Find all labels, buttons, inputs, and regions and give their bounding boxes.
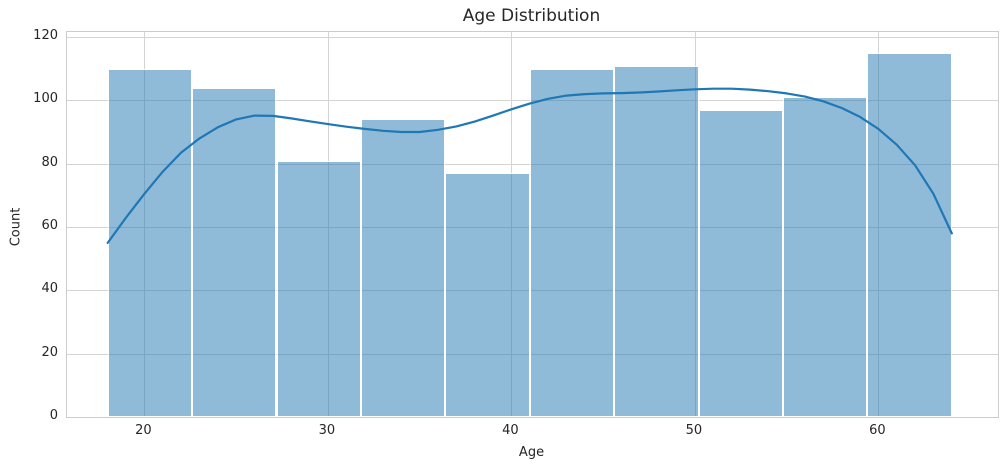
histogram-bar — [360, 119, 446, 417]
y-tick-label-80: 80 — [41, 154, 58, 170]
histogram-bar — [529, 68, 615, 417]
histogram-bar — [698, 109, 783, 417]
y-tick-label-100: 100 — [33, 91, 58, 107]
x-tick-label-40: 40 — [502, 423, 519, 438]
histogram-bar — [783, 97, 868, 417]
chart-title: Age Distribution — [462, 6, 601, 26]
histogram-bar — [614, 65, 699, 417]
y-tick-label-60: 60 — [41, 218, 58, 233]
plot-area — [66, 31, 999, 418]
histogram-bar — [192, 87, 277, 417]
x-tick-label-30: 30 — [318, 423, 336, 438]
x-axis-label: Age — [518, 445, 545, 460]
gridline-y-120 — [67, 37, 998, 39]
x-tick-label-50: 50 — [685, 423, 703, 438]
x-tick-label-20: 20 — [135, 423, 152, 438]
histogram-bar — [867, 52, 952, 417]
y-tick-label-120: 120 — [33, 28, 58, 44]
y-tick-label-20: 20 — [41, 344, 58, 360]
y-tick-label-40: 40 — [41, 281, 58, 297]
y-tick-label-0: 0 — [49, 408, 58, 423]
histogram-bar — [276, 160, 361, 417]
histogram-bar — [445, 173, 530, 417]
kde-curve-layer — [106, 87, 953, 244]
kde-curve — [106, 87, 953, 244]
x-tick-label-60: 60 — [869, 423, 886, 438]
histogram-bar — [107, 68, 193, 417]
